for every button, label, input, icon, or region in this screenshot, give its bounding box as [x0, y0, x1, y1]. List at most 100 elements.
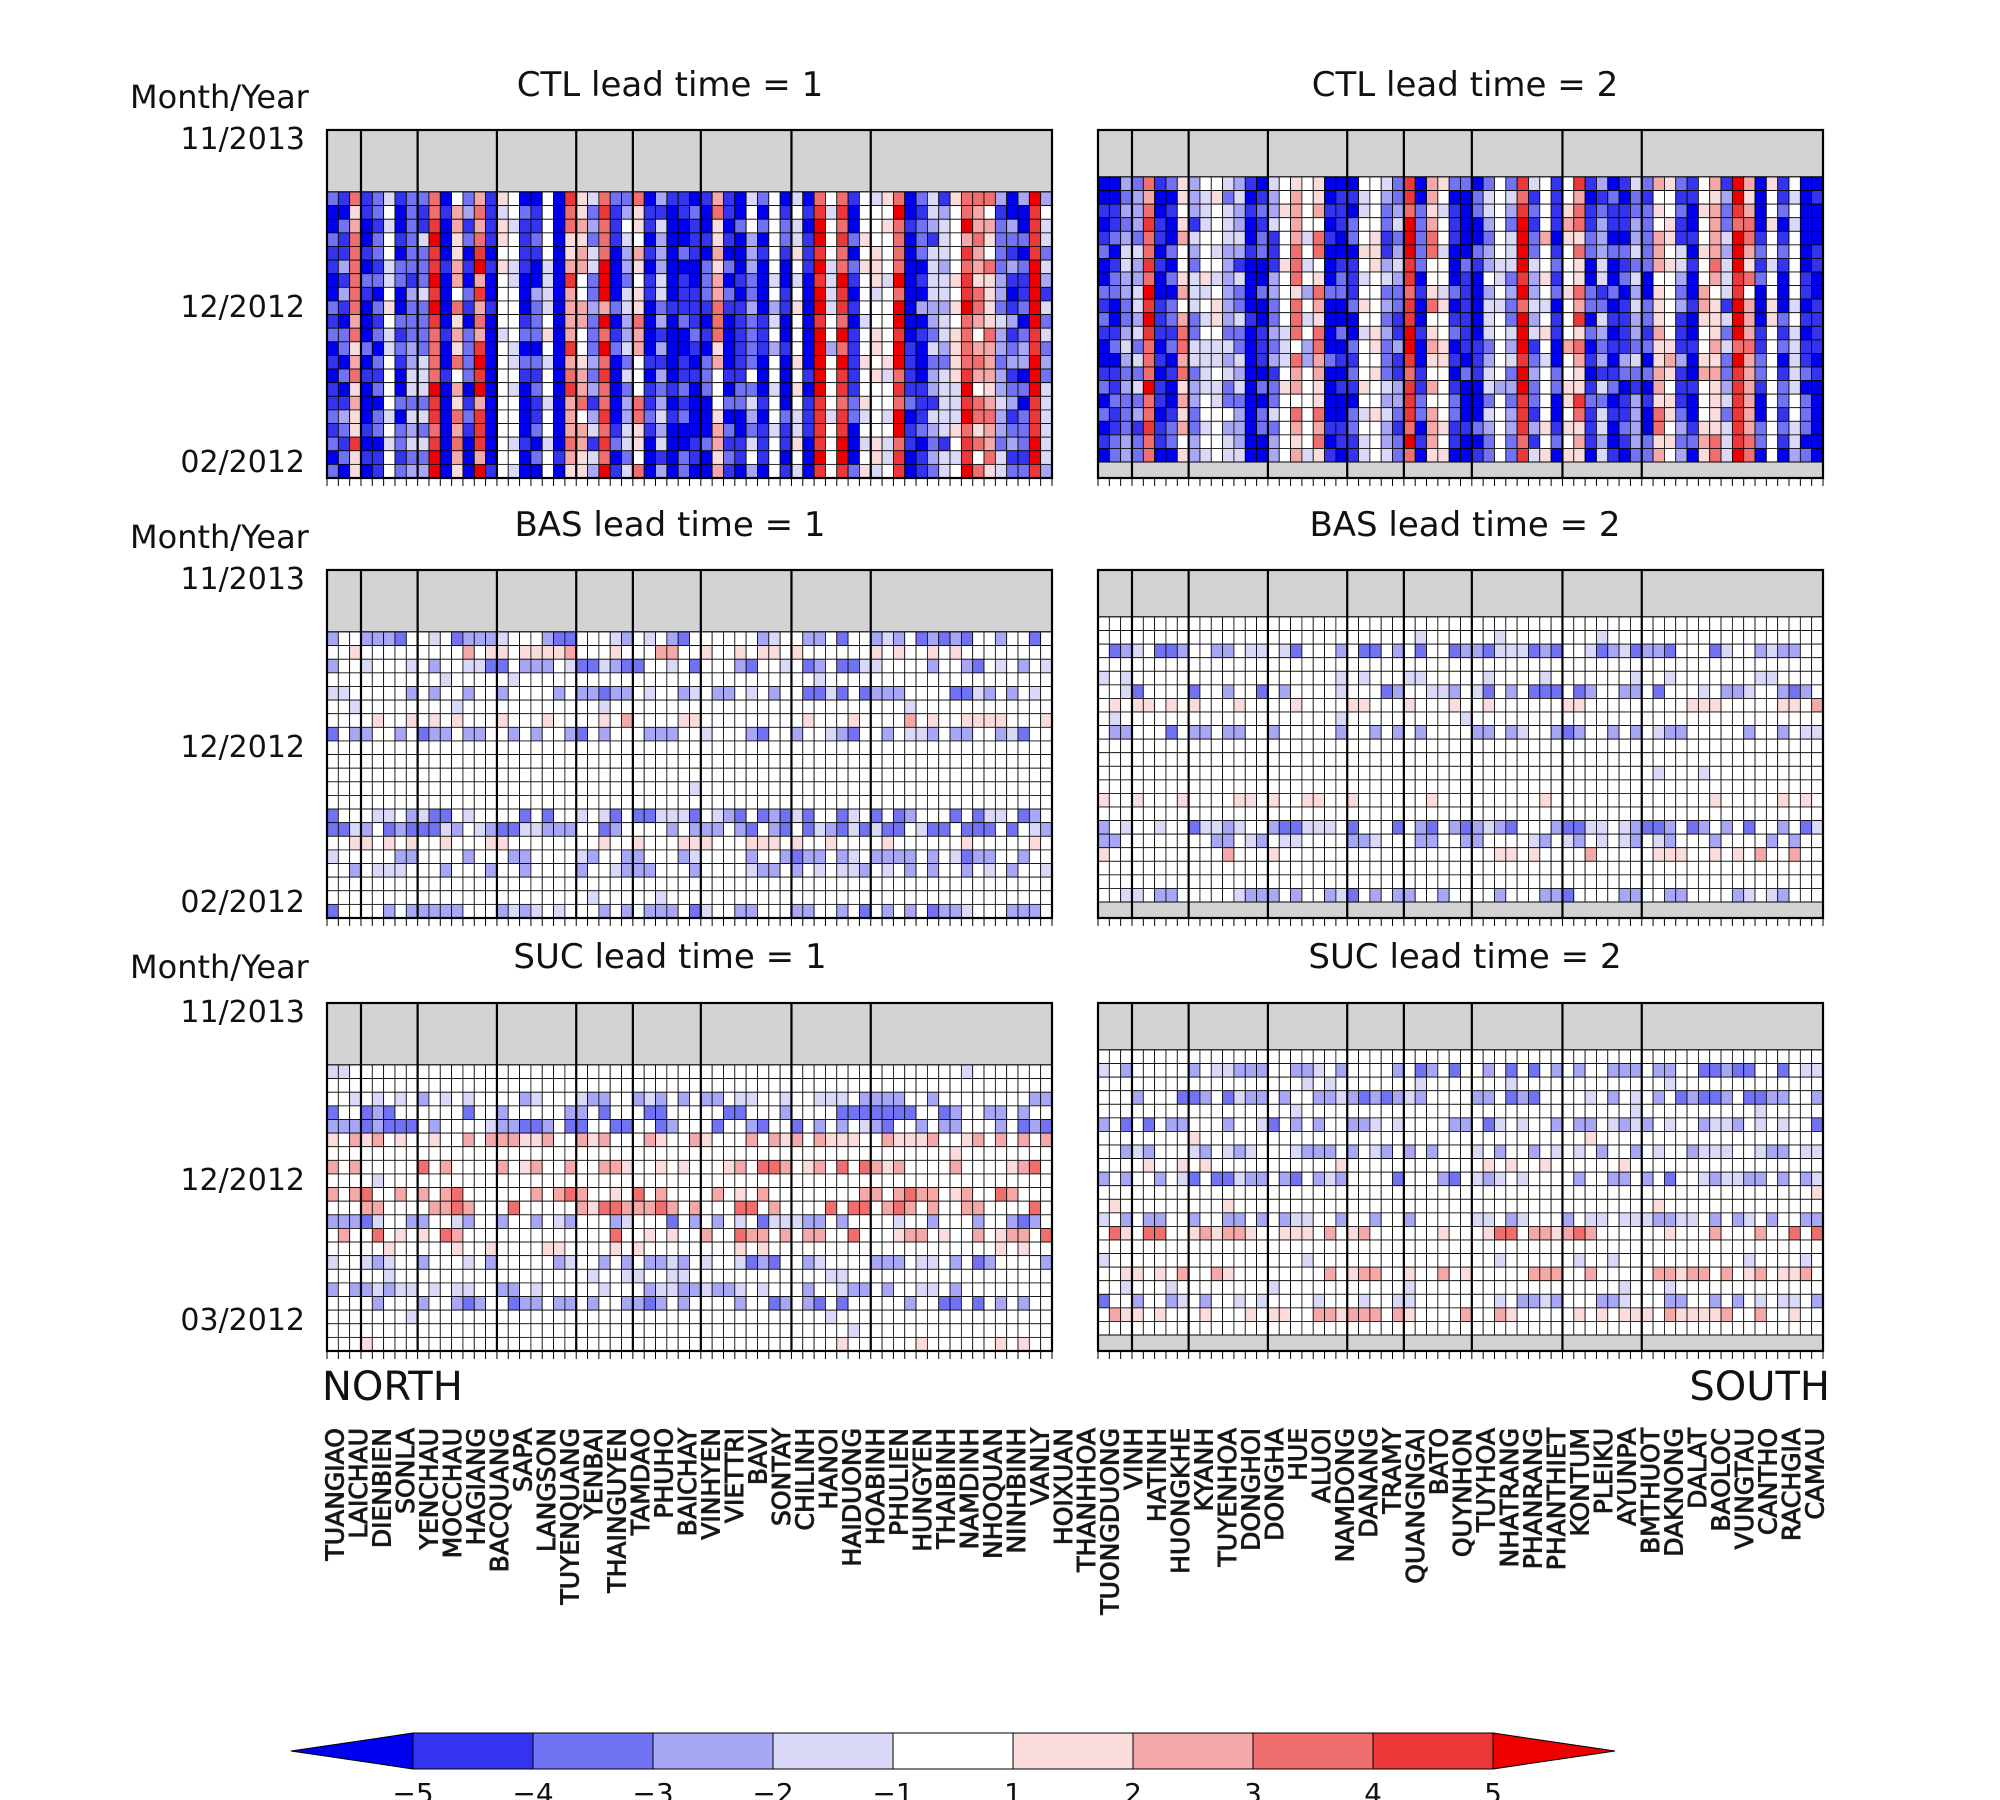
heatmap-cell — [972, 355, 985, 370]
heatmap-cell — [405, 645, 419, 660]
heatmap-cell — [553, 713, 566, 728]
heatmap-cell — [1426, 285, 1439, 300]
heatmap-cell — [598, 903, 611, 919]
heatmap-cell — [870, 191, 883, 207]
heatmap-cell — [1108, 434, 1122, 449]
heatmap-cell — [1675, 244, 1688, 259]
heatmap-cell — [587, 463, 600, 479]
heatmap-cell — [1108, 407, 1122, 422]
heatmap-cell — [655, 903, 668, 919]
heatmap-cell — [1120, 325, 1133, 341]
heatmap-cell — [847, 631, 860, 647]
heatmap-cell — [1346, 244, 1359, 259]
heatmap-cell — [1097, 684, 1110, 699]
heatmap-cell — [1006, 781, 1019, 796]
heatmap-cell — [1267, 217, 1280, 232]
heatmap-cell — [485, 754, 498, 769]
heatmap-cell — [1471, 725, 1484, 740]
heatmap-cell — [383, 314, 396, 329]
heatmap-cell — [643, 286, 656, 302]
heatmap-cell — [1460, 366, 1473, 381]
heatmap-cell — [711, 273, 724, 288]
heatmap-cell — [757, 699, 770, 715]
heatmap-cell — [1358, 698, 1371, 713]
heatmap-cell — [1426, 698, 1439, 713]
heatmap-cell — [1267, 616, 1280, 631]
heatmap-cell — [496, 740, 509, 755]
heatmap-cell — [1754, 230, 1767, 246]
heatmap-cell — [1301, 393, 1314, 409]
heatmap-cell — [1777, 407, 1790, 422]
heatmap-cell — [1414, 738, 1427, 754]
heatmap-cell — [926, 808, 940, 824]
heatmap-cell — [723, 382, 736, 397]
heatmap-cell — [394, 327, 407, 343]
heatmap-cell — [394, 890, 407, 905]
heatmap-cell — [870, 658, 883, 674]
heatmap-cell — [553, 218, 566, 234]
heatmap-cell — [575, 835, 588, 851]
heatmap-cell — [1176, 285, 1190, 300]
heatmap-cell — [1596, 630, 1609, 645]
heatmap-cell — [1120, 176, 1133, 191]
heatmap-cell — [417, 273, 430, 288]
heatmap-cell — [689, 686, 702, 701]
heatmap-cell — [1017, 409, 1030, 424]
heatmap-cell — [666, 767, 679, 783]
heatmap-cell — [791, 409, 804, 424]
heatmap-cell — [1006, 286, 1019, 302]
heatmap-cell — [1482, 325, 1495, 341]
heatmap-cell — [1256, 630, 1269, 645]
heatmap-cell — [1154, 643, 1167, 659]
heatmap-cell — [791, 713, 804, 728]
heatmap-cell — [598, 713, 611, 728]
heatmap-cell — [745, 699, 758, 715]
heatmap-cell — [1028, 191, 1042, 207]
heatmap-cell — [1494, 271, 1507, 286]
heatmap-cell — [564, 314, 577, 329]
heatmap-cell — [1142, 448, 1156, 463]
heatmap-cell — [1539, 698, 1552, 713]
heatmap-cell — [405, 726, 419, 742]
heatmap-cell — [1641, 190, 1654, 205]
heatmap-cell — [915, 754, 928, 769]
heatmap-cell — [1754, 190, 1767, 205]
heatmap-cell — [1562, 711, 1575, 726]
heatmap-cell — [1426, 616, 1439, 631]
heatmap-cell — [700, 450, 713, 465]
heatmap-cell — [1392, 752, 1405, 767]
heatmap-cell — [439, 395, 453, 411]
heatmap-cell — [564, 835, 577, 851]
heatmap-cell — [1188, 176, 1201, 191]
heatmap-cell — [360, 726, 373, 742]
heatmap-cell — [836, 355, 849, 370]
heatmap-cell — [1607, 616, 1620, 631]
heatmap-cell — [1403, 711, 1416, 726]
heatmap-cell — [1256, 420, 1269, 436]
heatmap-cell — [1369, 353, 1382, 368]
heatmap-cell — [405, 382, 419, 397]
heatmap-cell — [1290, 393, 1303, 409]
heatmap-cell — [859, 259, 872, 275]
heatmap-cell — [677, 436, 690, 452]
heatmap-cell — [1697, 217, 1711, 232]
heatmap-cell — [1641, 630, 1654, 645]
heatmap-cell — [1324, 616, 1337, 631]
heatmap-cell — [360, 259, 373, 275]
heatmap-cell — [1097, 312, 1110, 327]
heatmap-cell — [915, 781, 928, 796]
heatmap-cell — [643, 740, 656, 755]
heatmap-cell — [1765, 643, 1779, 659]
heatmap-cell — [915, 341, 928, 356]
heatmap-cell — [1652, 420, 1665, 436]
heatmap-cell — [1652, 285, 1665, 300]
heatmap-cell — [1278, 616, 1291, 631]
heatmap-cell — [711, 314, 724, 329]
heatmap-cell — [1799, 298, 1813, 314]
heatmap-cell — [496, 726, 509, 742]
heatmap-cell — [1799, 339, 1813, 354]
heatmap-cell — [1584, 312, 1597, 327]
heatmap-cell — [1267, 448, 1280, 463]
heatmap-cell — [1324, 325, 1337, 341]
heatmap-cell — [825, 463, 838, 479]
